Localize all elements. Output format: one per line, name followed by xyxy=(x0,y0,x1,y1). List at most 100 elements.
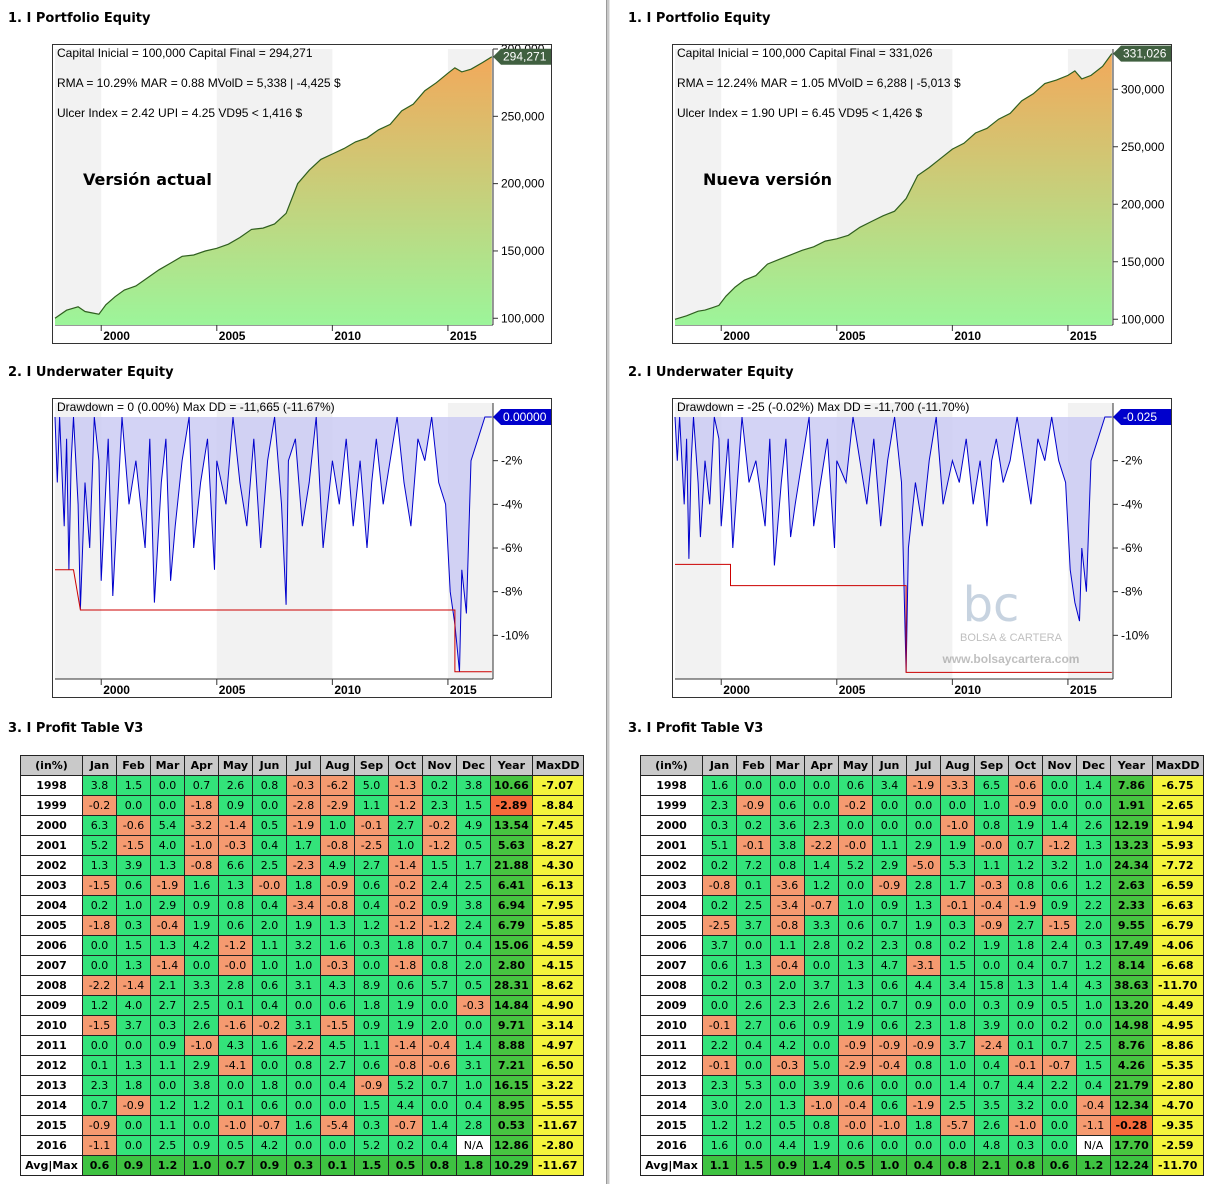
month-cell: -0.7 xyxy=(388,1115,423,1136)
row-year: 2004 xyxy=(20,895,83,916)
row-year: 2006 xyxy=(20,935,83,956)
year-total-cell: 16.15 xyxy=(490,1075,533,1096)
month-cell: 0.0 xyxy=(1076,1015,1111,1036)
section-title-equity-left: 1. I Portfolio Equity xyxy=(8,11,151,26)
month-cell: -1.4 xyxy=(388,855,423,876)
month-cell: -5.7 xyxy=(940,1115,975,1136)
maxdd-cell: -11.70 xyxy=(1151,1155,1204,1176)
x-tick-label: 2005 xyxy=(839,329,866,343)
month-cell: 2.9 xyxy=(150,895,185,916)
table-row: 2004 0.2 2.5 -3.4 -0.7 1.0 0.9 1.3 -0.1 -0.4 -1.9 0… xyxy=(640,895,1204,916)
underwater-chart-left: 2000 2005 2010 2015 -2% -4% -6% -8% -10% Drawdown… xyxy=(52,398,552,698)
month-cell: 1.4 xyxy=(804,1155,839,1176)
month-cell: 4.8 xyxy=(974,1135,1009,1156)
month-cell: 0.0 xyxy=(736,1135,771,1156)
month-cell: 2.6 xyxy=(218,775,253,796)
month-cell: 0.0 xyxy=(872,795,907,816)
year-total-cell: 5.63 xyxy=(490,835,533,856)
table-row: 2012 0.1 1.3 1.1 2.9 -4.1 0.0 0.8 2.7 0.6 -0.8 -0.6… xyxy=(20,1055,584,1076)
month-cell: 2.5 xyxy=(456,875,491,896)
pane-divider[interactable] xyxy=(606,0,610,1184)
month-cell: 0.3 xyxy=(1008,1135,1043,1156)
month-cell: 0.6 xyxy=(252,1095,287,1116)
month-cell: 3.2 xyxy=(286,935,321,956)
month-cell: 0.8 xyxy=(770,855,805,876)
month-cell: -1.2 xyxy=(422,835,457,856)
month-cell: 1.2 xyxy=(702,1115,737,1136)
row-year: Avg|Max xyxy=(20,1155,83,1176)
month-cell: 0.3 xyxy=(150,1015,185,1036)
month-cell: -1.8 xyxy=(388,955,423,976)
month-cell: 1.5 xyxy=(116,935,151,956)
section-title-underwater-right: 2. I Underwater Equity xyxy=(628,365,794,380)
month-cell: 2.0 xyxy=(252,915,287,936)
maxdd-cell: -2.65 xyxy=(1151,795,1204,816)
month-cell: 5.2 xyxy=(388,1075,423,1096)
maxdd-cell: -4.95 xyxy=(1151,1015,1204,1036)
year-total-cell: 4.26 xyxy=(1110,1055,1153,1076)
year-total-cell: 12.86 xyxy=(490,1135,533,1156)
month-cell: -2.3 xyxy=(286,855,321,876)
month-cell: 1.0 xyxy=(1076,855,1111,876)
month-cell: 3.7 xyxy=(736,915,771,936)
month-cell: 3.7 xyxy=(116,1015,151,1036)
section-title-profit-right: 3. I Profit Table V3 xyxy=(628,721,764,736)
month-cell: 5.4 xyxy=(150,815,185,836)
month-cell: 4.9 xyxy=(320,855,355,876)
month-cell: -5.0 xyxy=(906,855,941,876)
month-cell: 0.6 xyxy=(838,915,873,936)
month-cell: -2.2 xyxy=(286,1035,321,1056)
month-cell: -1.5 xyxy=(82,875,117,896)
column-header: Aug xyxy=(320,755,355,776)
month-cell: 0.5 xyxy=(770,1115,805,1136)
column-header: May xyxy=(218,755,253,776)
month-cell: -2.9 xyxy=(320,795,355,816)
year-total-cell: 8.95 xyxy=(490,1095,533,1116)
month-cell: 1.0 xyxy=(320,815,355,836)
month-cell: 0.8 xyxy=(422,1155,457,1176)
month-cell: 1.2 xyxy=(150,1155,185,1176)
month-cell: 2.7 xyxy=(354,855,389,876)
month-cell: 1.2 xyxy=(1076,955,1111,976)
month-cell: -3.2 xyxy=(184,815,219,836)
x-tick-label: 2010 xyxy=(334,683,361,697)
month-cell: 3.7 xyxy=(940,1035,975,1056)
row-year: 2011 xyxy=(20,1035,83,1056)
month-cell: 1.9 xyxy=(804,1135,839,1156)
watermark-url: www.bolsaycartera.com xyxy=(942,652,1080,666)
month-cell: -0.3 xyxy=(320,955,355,976)
background-band xyxy=(55,49,102,325)
month-cell: 0.0 xyxy=(116,1115,151,1136)
x-tick-label: 2015 xyxy=(450,683,477,697)
y-tick-label: 250,000 xyxy=(1121,140,1165,154)
plot-area: 2000 2005 2010 2015 -2% -4% -6% -8% -10% Drawdown… xyxy=(54,400,551,697)
row-year: 2016 xyxy=(20,1135,83,1156)
month-cell: 0.8 xyxy=(974,815,1009,836)
month-cell: 0.2 xyxy=(940,935,975,956)
month-cell: 2.3 xyxy=(82,1075,117,1096)
month-cell: -1.9 xyxy=(906,1095,941,1116)
month-cell: -0.4 xyxy=(150,915,185,936)
month-cell: 1.1 xyxy=(770,935,805,956)
month-cell: -0.7 xyxy=(252,1115,287,1136)
month-cell: 0.0 xyxy=(286,995,321,1016)
equity-area xyxy=(675,53,1112,325)
month-cell: -0.1 xyxy=(354,815,389,836)
month-cell: 1.3 xyxy=(838,955,873,976)
year-total-cell: 8.76 xyxy=(1110,1035,1153,1056)
section-title-profit-left: 3. I Profit Table V3 xyxy=(8,721,144,736)
month-cell: 2.7 xyxy=(150,995,185,1016)
month-cell: -1.8 xyxy=(82,915,117,936)
month-cell: 0.9 xyxy=(218,795,253,816)
last-value-label: -0.025 xyxy=(1123,410,1157,424)
month-cell: 1.0 xyxy=(940,1055,975,1076)
month-cell: -0.0 xyxy=(974,835,1009,856)
underwater-chart-right: 2000 2005 2010 2015 -2% -4% -6% -8% -10% Drawdown… xyxy=(672,398,1172,698)
month-cell: 1.8 xyxy=(116,1075,151,1096)
table-row: 2008 0.2 0.3 2.0 3.7 1.3 0.6 4.4 3.4 15.8 1.3 1.4 4.… xyxy=(640,975,1204,996)
month-cell: 0.0 xyxy=(422,1095,457,1116)
table-row: 2001 5.2 -1.5 4.0 -1.0 -0.3 0.4 1.7 -0.8 -2.5 1.0-… xyxy=(20,835,584,856)
month-cell: 0.6 xyxy=(872,1095,907,1116)
month-cell: -0.9 xyxy=(838,1035,873,1056)
row-year: 2000 xyxy=(20,815,83,836)
